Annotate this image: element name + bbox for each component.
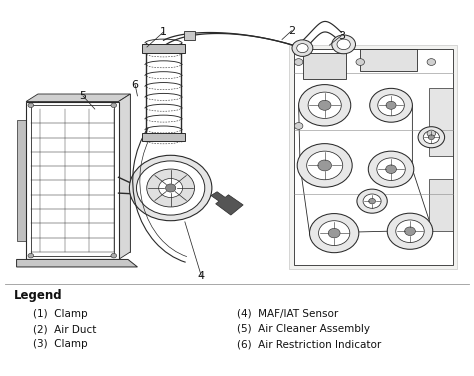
Circle shape — [137, 161, 205, 215]
Circle shape — [318, 160, 331, 171]
Circle shape — [423, 131, 439, 144]
Polygon shape — [211, 192, 243, 215]
Text: 3: 3 — [338, 31, 345, 41]
Circle shape — [294, 59, 303, 65]
Circle shape — [356, 59, 365, 65]
Bar — [184, 31, 195, 40]
Circle shape — [111, 253, 117, 258]
Polygon shape — [26, 94, 130, 102]
Circle shape — [299, 85, 351, 126]
Circle shape — [319, 100, 331, 110]
Circle shape — [297, 44, 308, 53]
Circle shape — [165, 184, 176, 192]
Circle shape — [337, 39, 350, 50]
Circle shape — [292, 40, 313, 56]
Circle shape — [294, 123, 303, 129]
Polygon shape — [17, 259, 137, 267]
Text: 6: 6 — [132, 80, 138, 89]
Circle shape — [369, 199, 375, 204]
Polygon shape — [17, 120, 26, 241]
Circle shape — [387, 213, 433, 249]
Circle shape — [368, 151, 414, 187]
Text: (2)  Air Duct: (2) Air Duct — [33, 324, 97, 334]
Bar — [142, 44, 185, 53]
Circle shape — [386, 101, 396, 109]
Polygon shape — [289, 45, 457, 269]
Circle shape — [405, 227, 415, 235]
Bar — [360, 49, 417, 71]
Polygon shape — [38, 94, 130, 252]
Text: 4: 4 — [198, 271, 205, 281]
Text: (1)  Clamp: (1) Clamp — [33, 309, 88, 319]
Circle shape — [332, 35, 356, 54]
Circle shape — [328, 228, 340, 238]
Polygon shape — [294, 49, 453, 265]
Circle shape — [386, 165, 396, 173]
Circle shape — [363, 194, 381, 208]
Circle shape — [310, 214, 359, 253]
Circle shape — [418, 127, 445, 148]
Circle shape — [378, 95, 404, 116]
Circle shape — [129, 155, 212, 221]
Text: (5)  Air Cleaner Assembly: (5) Air Cleaner Assembly — [237, 324, 370, 334]
Circle shape — [427, 59, 436, 65]
Circle shape — [307, 151, 343, 180]
Circle shape — [297, 144, 352, 187]
Text: Legend: Legend — [14, 289, 63, 302]
Circle shape — [396, 220, 424, 243]
Bar — [31, 105, 114, 256]
Text: 1: 1 — [160, 27, 167, 37]
Circle shape — [428, 135, 434, 139]
Circle shape — [147, 169, 194, 207]
Bar — [303, 53, 346, 79]
Circle shape — [377, 158, 405, 180]
Text: 2: 2 — [288, 26, 295, 36]
Circle shape — [28, 103, 34, 108]
Circle shape — [357, 189, 387, 213]
Text: 5: 5 — [80, 91, 86, 101]
Polygon shape — [118, 94, 130, 259]
Circle shape — [427, 130, 436, 137]
Bar — [0, 0, 474, 282]
Circle shape — [370, 88, 412, 122]
Circle shape — [159, 179, 182, 197]
Text: (4)  MAF/IAT Sensor: (4) MAF/IAT Sensor — [237, 309, 338, 319]
Bar — [429, 88, 453, 156]
Text: (3)  Clamp: (3) Clamp — [33, 339, 88, 349]
Circle shape — [308, 92, 341, 118]
Text: (6)  Air Restriction Indicator: (6) Air Restriction Indicator — [237, 339, 381, 349]
Bar — [429, 179, 453, 231]
Polygon shape — [26, 102, 118, 259]
Circle shape — [28, 253, 34, 258]
Circle shape — [111, 103, 117, 108]
Circle shape — [319, 221, 350, 246]
Bar — [142, 133, 185, 141]
